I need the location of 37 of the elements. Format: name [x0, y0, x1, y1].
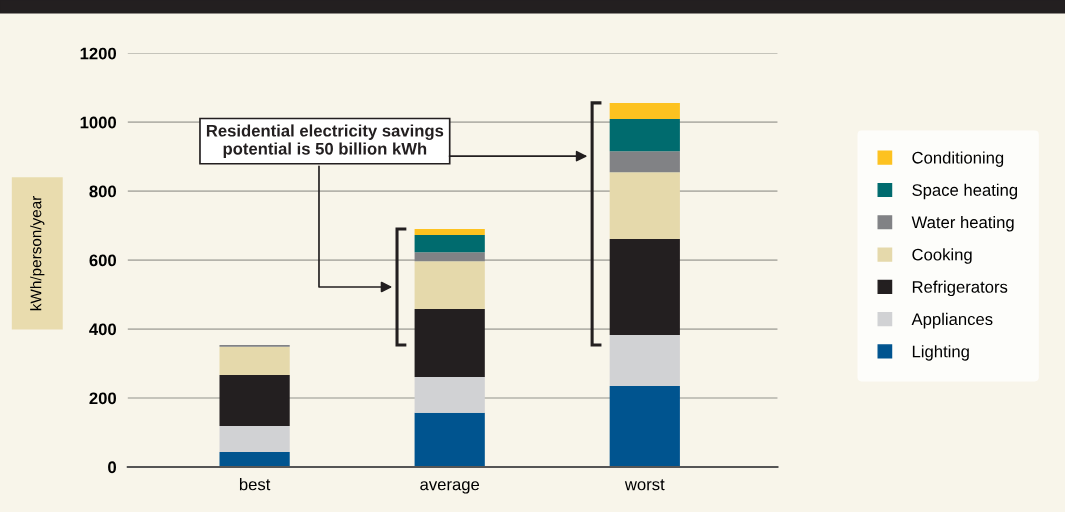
- bar: [414, 412, 485, 467]
- legend-label: Appliances: [911, 312, 993, 329]
- bar: [609, 334, 680, 386]
- legend-label: Cooking: [912, 248, 972, 264]
- bar: [414, 229, 485, 235]
- legend-label: Lighting: [912, 345, 969, 361]
- x-tick-label: worst: [624, 479, 665, 491]
- bar: [609, 239, 680, 335]
- y-axis-title: kWh/person/year: [30, 195, 45, 311]
- x-tick-label: average: [420, 481, 480, 494]
- bar: [414, 252, 485, 262]
- legend-label: Water heating: [911, 215, 1014, 232]
- bar: [609, 102, 680, 120]
- x-tick-label: best: [239, 478, 271, 491]
- bar: [219, 452, 290, 467]
- bar: [414, 234, 485, 253]
- bar: [219, 346, 290, 375]
- y-tick-label: 0: [108, 461, 117, 474]
- bar: [609, 172, 680, 240]
- y-tick-label: 200: [89, 392, 117, 405]
- y-tick-label: 1200: [80, 47, 117, 60]
- bar: [219, 425, 290, 453]
- y-tick-label: 800: [89, 185, 117, 198]
- legend-label: Refrigerators: [912, 280, 1008, 297]
- legend-label: Space heating: [912, 183, 1018, 200]
- y-tick-label: 400: [89, 323, 117, 336]
- legend-label: Conditioning: [912, 151, 1004, 167]
- bar: [414, 261, 485, 310]
- bar: [609, 385, 680, 467]
- bar: [609, 151, 680, 173]
- bar: [609, 119, 680, 152]
- bar: [219, 374, 290, 426]
- y-tick-label: 1000: [80, 116, 117, 129]
- y-tick-label: 600: [89, 254, 117, 267]
- annotation: Residential electricity savings potential is 50 billion kWh: [206, 124, 444, 158]
- bar: [414, 309, 485, 377]
- bar: [414, 376, 485, 413]
